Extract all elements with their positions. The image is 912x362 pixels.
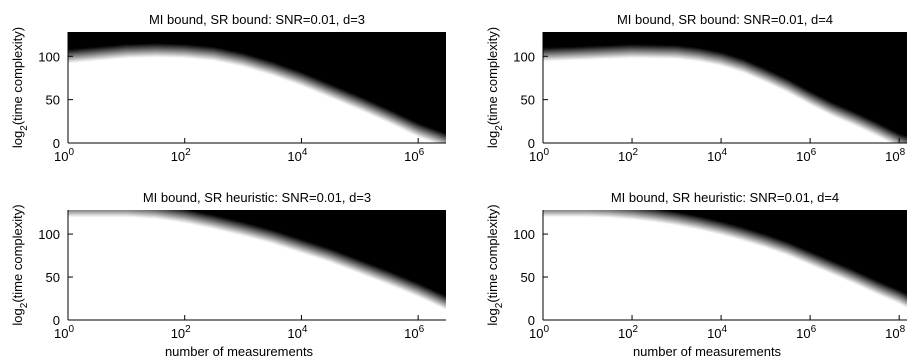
y-tick-label: 50 — [521, 270, 535, 285]
heatmap-image — [543, 210, 907, 320]
x-tick-label: 104 — [287, 147, 307, 164]
x-tick-label: 106 — [796, 147, 816, 164]
chart-panel-3: MI bound, SR heuristic: SNR=0.01, d=3 0 50… — [10, 190, 446, 359]
y-tick-label: 0 — [53, 313, 60, 328]
x-axis-label: number of measurements — [633, 344, 782, 359]
x-tick-label: 106 — [404, 324, 424, 341]
x-tick-label: 100 — [529, 324, 549, 341]
x-tick-label: 104 — [707, 147, 727, 164]
y-axis-label: log2(time complexity) — [10, 204, 30, 325]
y-axis-label: log2(time complexity) — [485, 204, 505, 325]
x-tick-label: 106 — [796, 324, 816, 341]
heatmap-image — [68, 32, 446, 143]
x-tick-label: 102 — [171, 324, 191, 341]
y-tick-label: 0 — [528, 136, 535, 151]
x-tick-label: 100 — [54, 147, 74, 164]
y-tick-label: 0 — [53, 136, 60, 151]
chart-title: MI bound, SR bound: SNR=0.01, d=3 — [149, 12, 365, 27]
y-tick-label: 50 — [521, 93, 535, 108]
x-tick-label: 106 — [404, 147, 424, 164]
x-axis-label: number of measurements — [165, 344, 314, 359]
y-tick-label: 100 — [38, 227, 60, 242]
x-tick-label: 104 — [287, 324, 307, 341]
y-tick-label: 0 — [528, 313, 535, 328]
x-tick-label: 100 — [529, 147, 549, 164]
chart-title: MI bound, SR heuristic: SNR=0.01, d=3 — [143, 190, 371, 205]
x-tick-label: 102 — [618, 324, 638, 341]
x-tick-label: 100 — [54, 324, 74, 341]
x-tick-label: 108 — [885, 147, 905, 164]
x-tick-label: 108 — [885, 324, 905, 341]
y-axis-label: log2(time complexity) — [10, 27, 30, 148]
heatmap-image — [543, 32, 907, 143]
y-tick-label: 100 — [38, 49, 60, 64]
heatmap-image — [68, 210, 446, 320]
x-tick-label: 104 — [707, 324, 727, 341]
y-tick-label: 50 — [46, 93, 60, 108]
y-tick-label: 100 — [513, 49, 535, 64]
chart-panel-4: MI bound, SR heuristic: SNR=0.01, d=4 0 50… — [485, 190, 907, 359]
x-tick-label: 102 — [618, 147, 638, 164]
chart-panel-2: MI bound, SR bound: SNR=0.01, d=4 0 50 100 1… — [485, 12, 907, 164]
chart-title: MI bound, SR bound: SNR=0.01, d=4 — [617, 12, 833, 27]
x-tick-label: 102 — [171, 147, 191, 164]
y-tick-label: 50 — [46, 270, 60, 285]
chart-panel-1: MI bound, SR bound: SNR=0.01, d=3 0 50 100 1… — [10, 12, 446, 164]
y-axis-label: log2(time complexity) — [485, 27, 505, 148]
chart-title: MI bound, SR heuristic: SNR=0.01, d=4 — [611, 190, 839, 205]
y-tick-label: 100 — [513, 227, 535, 242]
